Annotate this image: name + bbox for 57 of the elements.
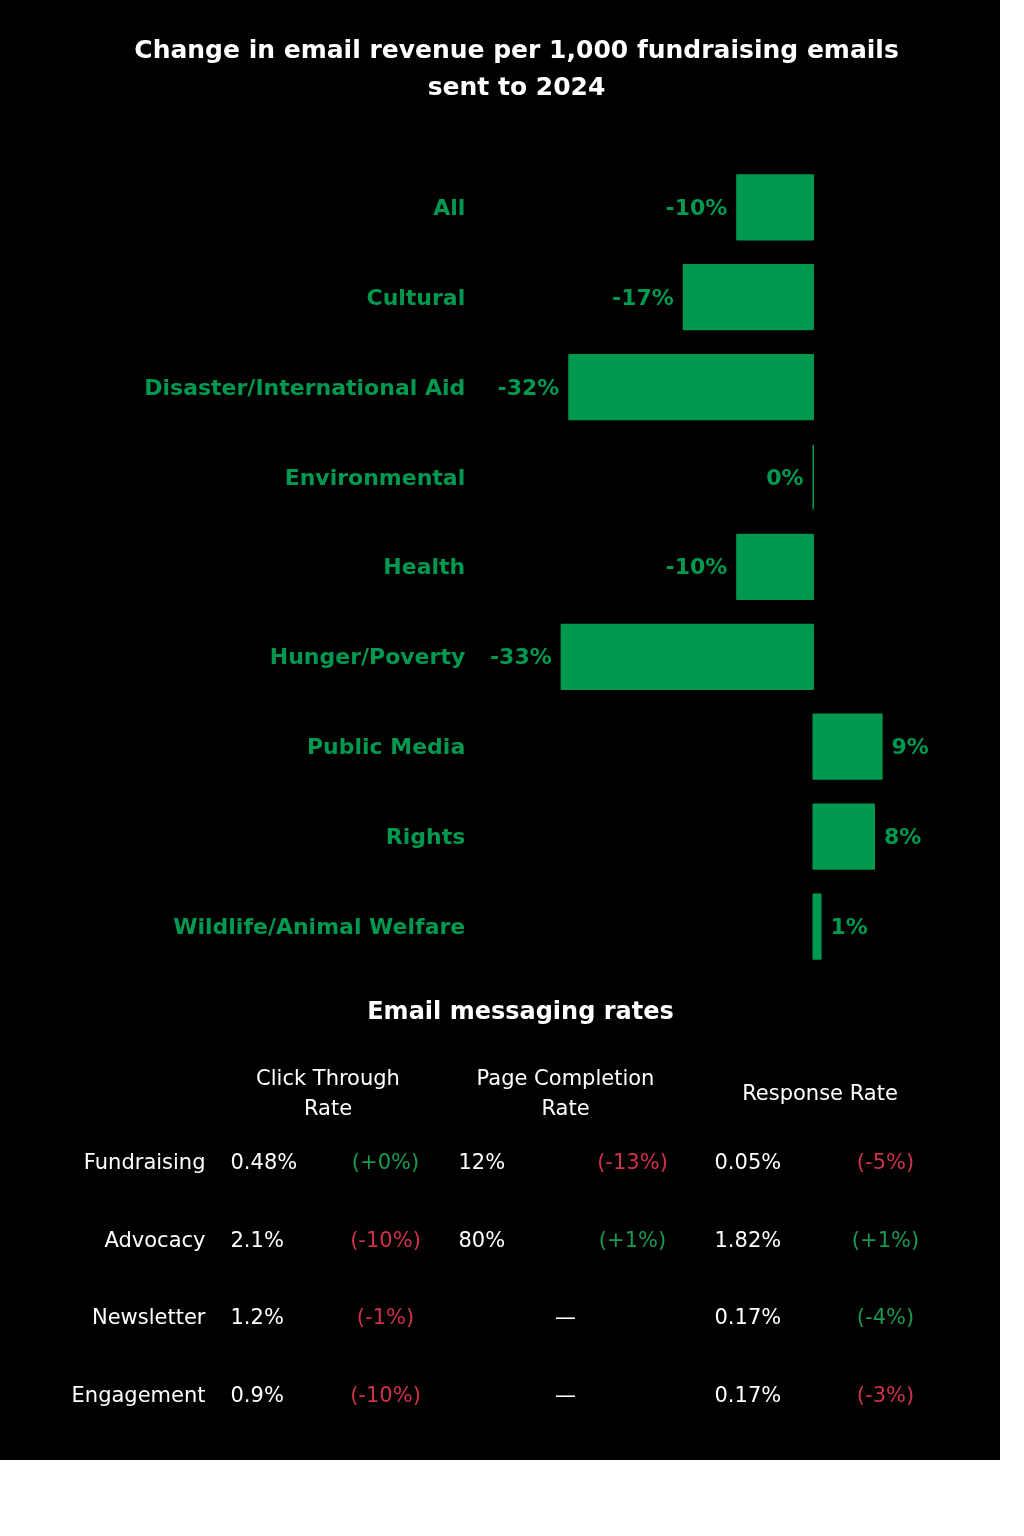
data-label: -32% xyxy=(497,374,560,400)
bar xyxy=(682,264,814,331)
text: (-10%) xyxy=(350,1227,421,1252)
text: (-4%) xyxy=(856,1305,915,1330)
y-tick-label: Hunger/Poverty xyxy=(269,644,466,670)
text: (-13%) xyxy=(597,1150,668,1175)
data-label: -10% xyxy=(665,194,728,220)
category-label: Newsletter xyxy=(91,1305,206,1330)
bar xyxy=(812,803,876,870)
bar xyxy=(736,174,814,241)
y-tick-label: Health xyxy=(383,554,466,580)
text: 1.82% xyxy=(714,1227,782,1252)
category-label: Advocacy xyxy=(104,1227,206,1252)
y-tick-label: Environmental xyxy=(284,464,466,490)
bar xyxy=(736,533,814,601)
text: (-10%) xyxy=(350,1382,421,1407)
category-label: Click Through Rate xyxy=(256,1065,400,1120)
y-tick-label: Wildlife/Animal Welfare xyxy=(173,914,466,940)
chart-title: Change in email revenue per 1,000 fundraising emails sent to 2024 xyxy=(134,35,899,101)
y-tick-label: Disaster/International Aid xyxy=(144,374,466,400)
y-tick-label: Public Media xyxy=(306,734,466,760)
text: (-1%) xyxy=(356,1305,415,1330)
data-label: 1% xyxy=(830,914,868,940)
text: — xyxy=(555,1382,576,1407)
text: 2.1% xyxy=(230,1227,284,1252)
y-tick-label: Rights xyxy=(385,824,466,850)
text: (-5%) xyxy=(856,1150,915,1175)
data-label: 8% xyxy=(883,824,922,850)
bar xyxy=(560,623,814,690)
text: (+0%) xyxy=(351,1150,420,1175)
category-label: Response Rate xyxy=(742,1080,898,1105)
data-label: -33% xyxy=(489,644,552,670)
bar xyxy=(812,713,883,780)
text: 1.2% xyxy=(230,1305,284,1330)
category-label: Engagement xyxy=(71,1382,206,1407)
bar xyxy=(568,353,814,421)
y-tick-label: All xyxy=(433,194,466,220)
text: (-3%) xyxy=(856,1382,915,1407)
text: 0.17% xyxy=(714,1382,782,1407)
category-label: Fundraising xyxy=(83,1150,206,1175)
data-label: -10% xyxy=(665,554,728,580)
data-label: 0% xyxy=(766,464,804,490)
text: 0.17% xyxy=(714,1305,782,1330)
text: Email messaging rates xyxy=(367,997,674,1026)
text: 0.9% xyxy=(230,1382,284,1407)
category-label: Page Completion Rate xyxy=(476,1065,655,1120)
text: (+1%) xyxy=(598,1227,667,1252)
y-tick-label: Cultural xyxy=(366,284,466,310)
text: 80% xyxy=(458,1227,506,1252)
data-label: -17% xyxy=(612,284,674,310)
data-label: 9% xyxy=(891,734,929,760)
bar xyxy=(812,893,822,960)
text: 12% xyxy=(458,1150,506,1175)
text: (+1%) xyxy=(851,1227,920,1252)
text: — xyxy=(555,1305,576,1330)
text: 0.05% xyxy=(714,1150,782,1175)
text: 0.48% xyxy=(230,1150,298,1175)
